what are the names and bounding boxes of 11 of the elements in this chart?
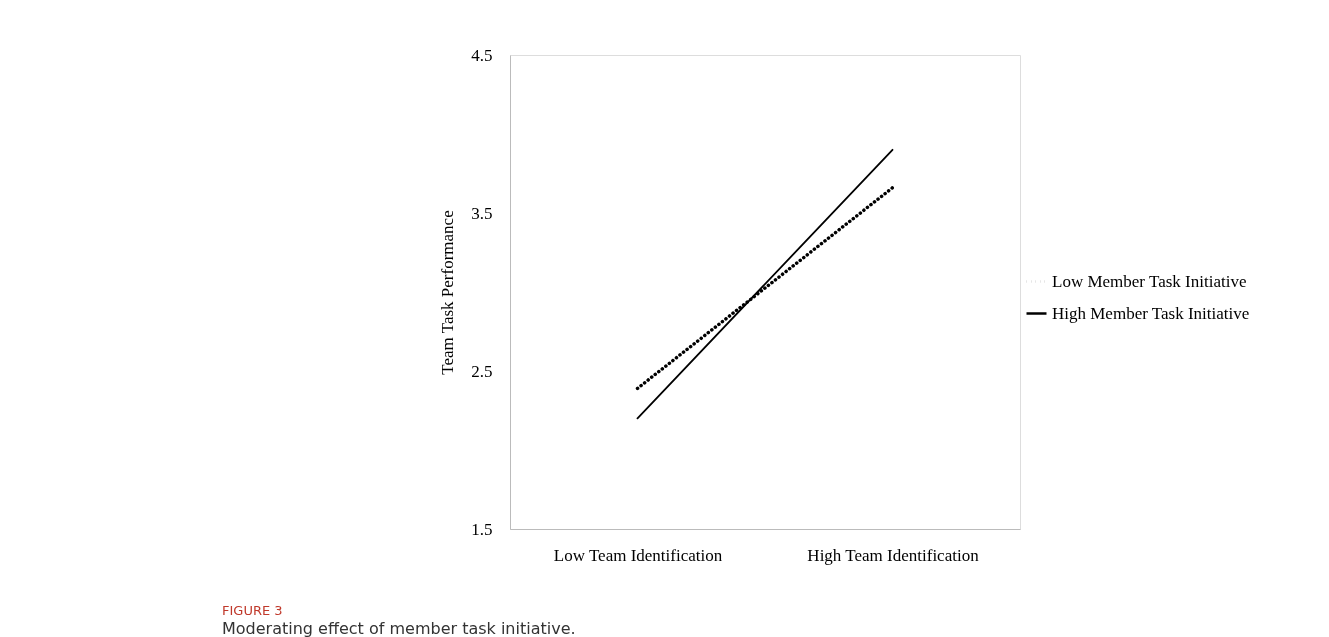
y-tick-label: 4.5 [471, 45, 493, 65]
legend-label: Low Member Task Initiative [1052, 271, 1247, 291]
caption: FIGURE 3 [222, 603, 283, 618]
legend-label: High Member Task Initiative [1052, 303, 1250, 323]
text: Moderating effect of member task initiative. [222, 619, 576, 637]
y-tick-label: 3.5 [471, 203, 493, 223]
y-axis-title: Team Task Performance [438, 210, 458, 375]
y-tick-label: 2.5 [471, 361, 493, 381]
x-tick-label: Low Team Identification [553, 545, 723, 565]
x-tick-label: High Team Identification [807, 545, 980, 565]
y-tick-label: 1.5 [471, 519, 493, 539]
